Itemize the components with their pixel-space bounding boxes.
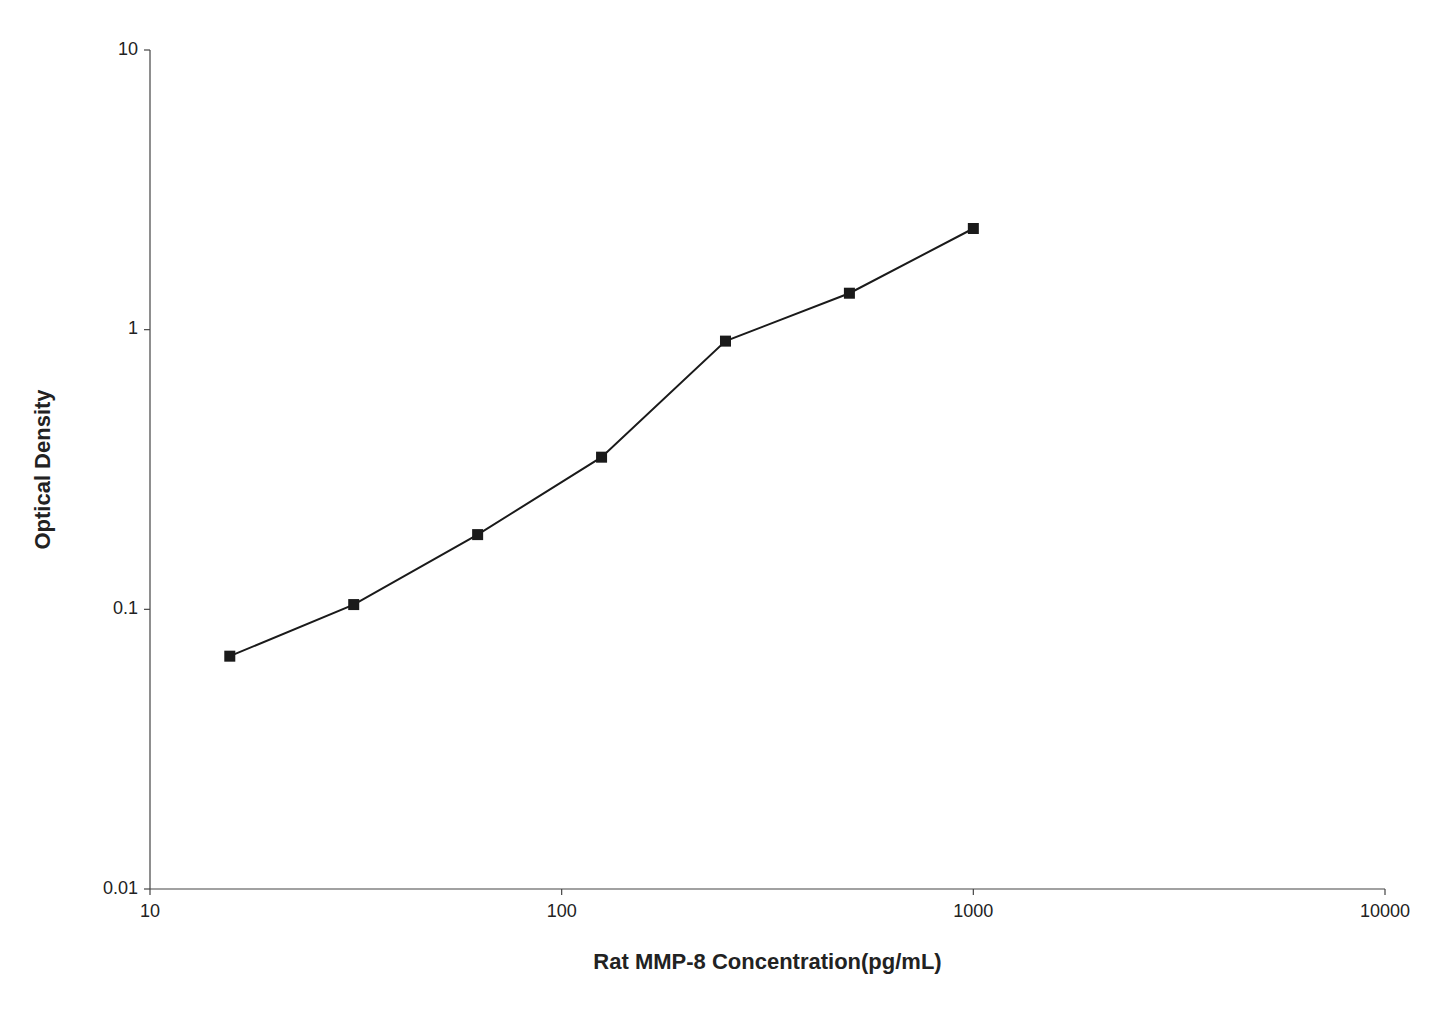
plot-area bbox=[224, 223, 979, 662]
y-axis-label: Optical Density bbox=[30, 389, 55, 550]
y-tick bbox=[144, 609, 150, 610]
data-point bbox=[720, 336, 731, 347]
chart-svg: 10 100 1000 10000 0.01 0.1 1 10 Rat MMP-8 Concen… bbox=[0, 0, 1445, 1009]
x-tick bbox=[973, 889, 974, 895]
y-tick-label: 0.1 bbox=[113, 598, 138, 618]
data-line bbox=[230, 229, 974, 657]
data-point bbox=[472, 529, 483, 540]
x-axis-label: Rat MMP-8 Concentration(pg/mL) bbox=[593, 949, 941, 974]
y-tick bbox=[144, 49, 150, 50]
y-tick-label: 10 bbox=[118, 39, 138, 59]
x-tick bbox=[149, 889, 150, 895]
data-point bbox=[224, 651, 235, 662]
data-point bbox=[844, 288, 855, 299]
x-tick-label: 1000 bbox=[953, 901, 993, 921]
data-point bbox=[348, 599, 359, 610]
data-point bbox=[968, 223, 979, 234]
chart-container: 10 100 1000 10000 0.01 0.1 1 10 Rat MMP-8 Concen… bbox=[0, 0, 1445, 1009]
y-tick-label: 1 bbox=[128, 318, 138, 338]
axes: 10 100 1000 10000 0.01 0.1 1 10 bbox=[103, 39, 1410, 921]
x-tick-label: 10 bbox=[140, 901, 160, 921]
x-tick bbox=[561, 889, 562, 895]
x-tick-label: 10000 bbox=[1360, 901, 1410, 921]
data-point bbox=[596, 452, 607, 463]
y-tick-label: 0.01 bbox=[103, 878, 138, 898]
x-axis-line bbox=[150, 888, 1385, 889]
y-tick bbox=[144, 888, 150, 889]
x-tick-label: 100 bbox=[547, 901, 577, 921]
y-tick bbox=[144, 329, 150, 330]
y-axis-line bbox=[149, 50, 150, 889]
x-tick bbox=[1384, 889, 1385, 895]
